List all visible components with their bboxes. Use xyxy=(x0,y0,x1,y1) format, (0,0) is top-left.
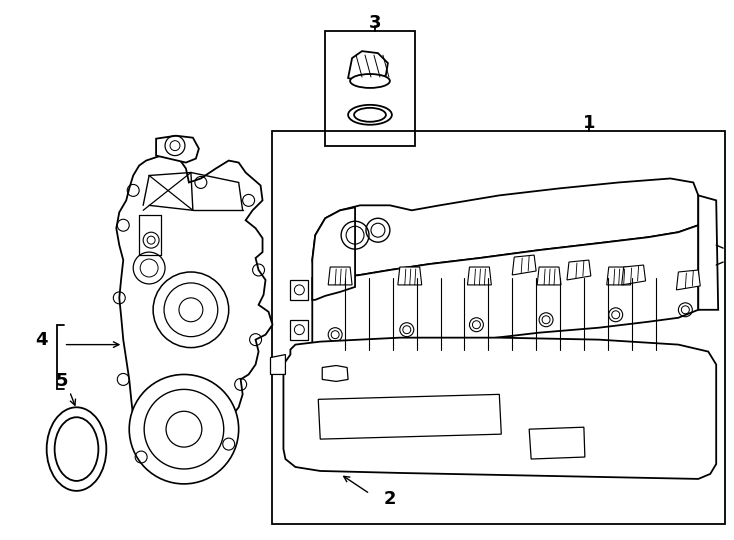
Polygon shape xyxy=(537,267,561,285)
Text: 5: 5 xyxy=(55,373,68,390)
Polygon shape xyxy=(156,136,199,163)
Ellipse shape xyxy=(348,105,392,125)
Polygon shape xyxy=(116,156,272,464)
Polygon shape xyxy=(677,270,700,290)
Ellipse shape xyxy=(354,108,386,122)
Polygon shape xyxy=(567,260,591,280)
Polygon shape xyxy=(291,280,308,300)
Polygon shape xyxy=(698,195,718,310)
Polygon shape xyxy=(283,338,716,479)
Polygon shape xyxy=(468,267,491,285)
Polygon shape xyxy=(312,207,355,300)
Text: 3: 3 xyxy=(368,14,381,32)
Polygon shape xyxy=(291,320,308,340)
Polygon shape xyxy=(319,394,501,439)
Text: 1: 1 xyxy=(583,114,595,132)
Circle shape xyxy=(129,374,239,484)
Polygon shape xyxy=(529,427,585,459)
Bar xyxy=(272,131,725,524)
Circle shape xyxy=(153,272,229,348)
Polygon shape xyxy=(398,267,422,285)
Polygon shape xyxy=(312,225,698,357)
Ellipse shape xyxy=(350,74,390,88)
Circle shape xyxy=(133,252,165,284)
Text: 4: 4 xyxy=(35,330,48,349)
Text: 2: 2 xyxy=(384,490,396,508)
Polygon shape xyxy=(607,267,631,285)
Polygon shape xyxy=(622,265,646,285)
Polygon shape xyxy=(312,179,698,278)
Polygon shape xyxy=(328,267,352,285)
Ellipse shape xyxy=(47,407,106,491)
Polygon shape xyxy=(271,355,286,374)
Polygon shape xyxy=(348,51,388,83)
Polygon shape xyxy=(512,255,536,275)
Bar xyxy=(325,31,415,146)
Polygon shape xyxy=(322,366,348,381)
